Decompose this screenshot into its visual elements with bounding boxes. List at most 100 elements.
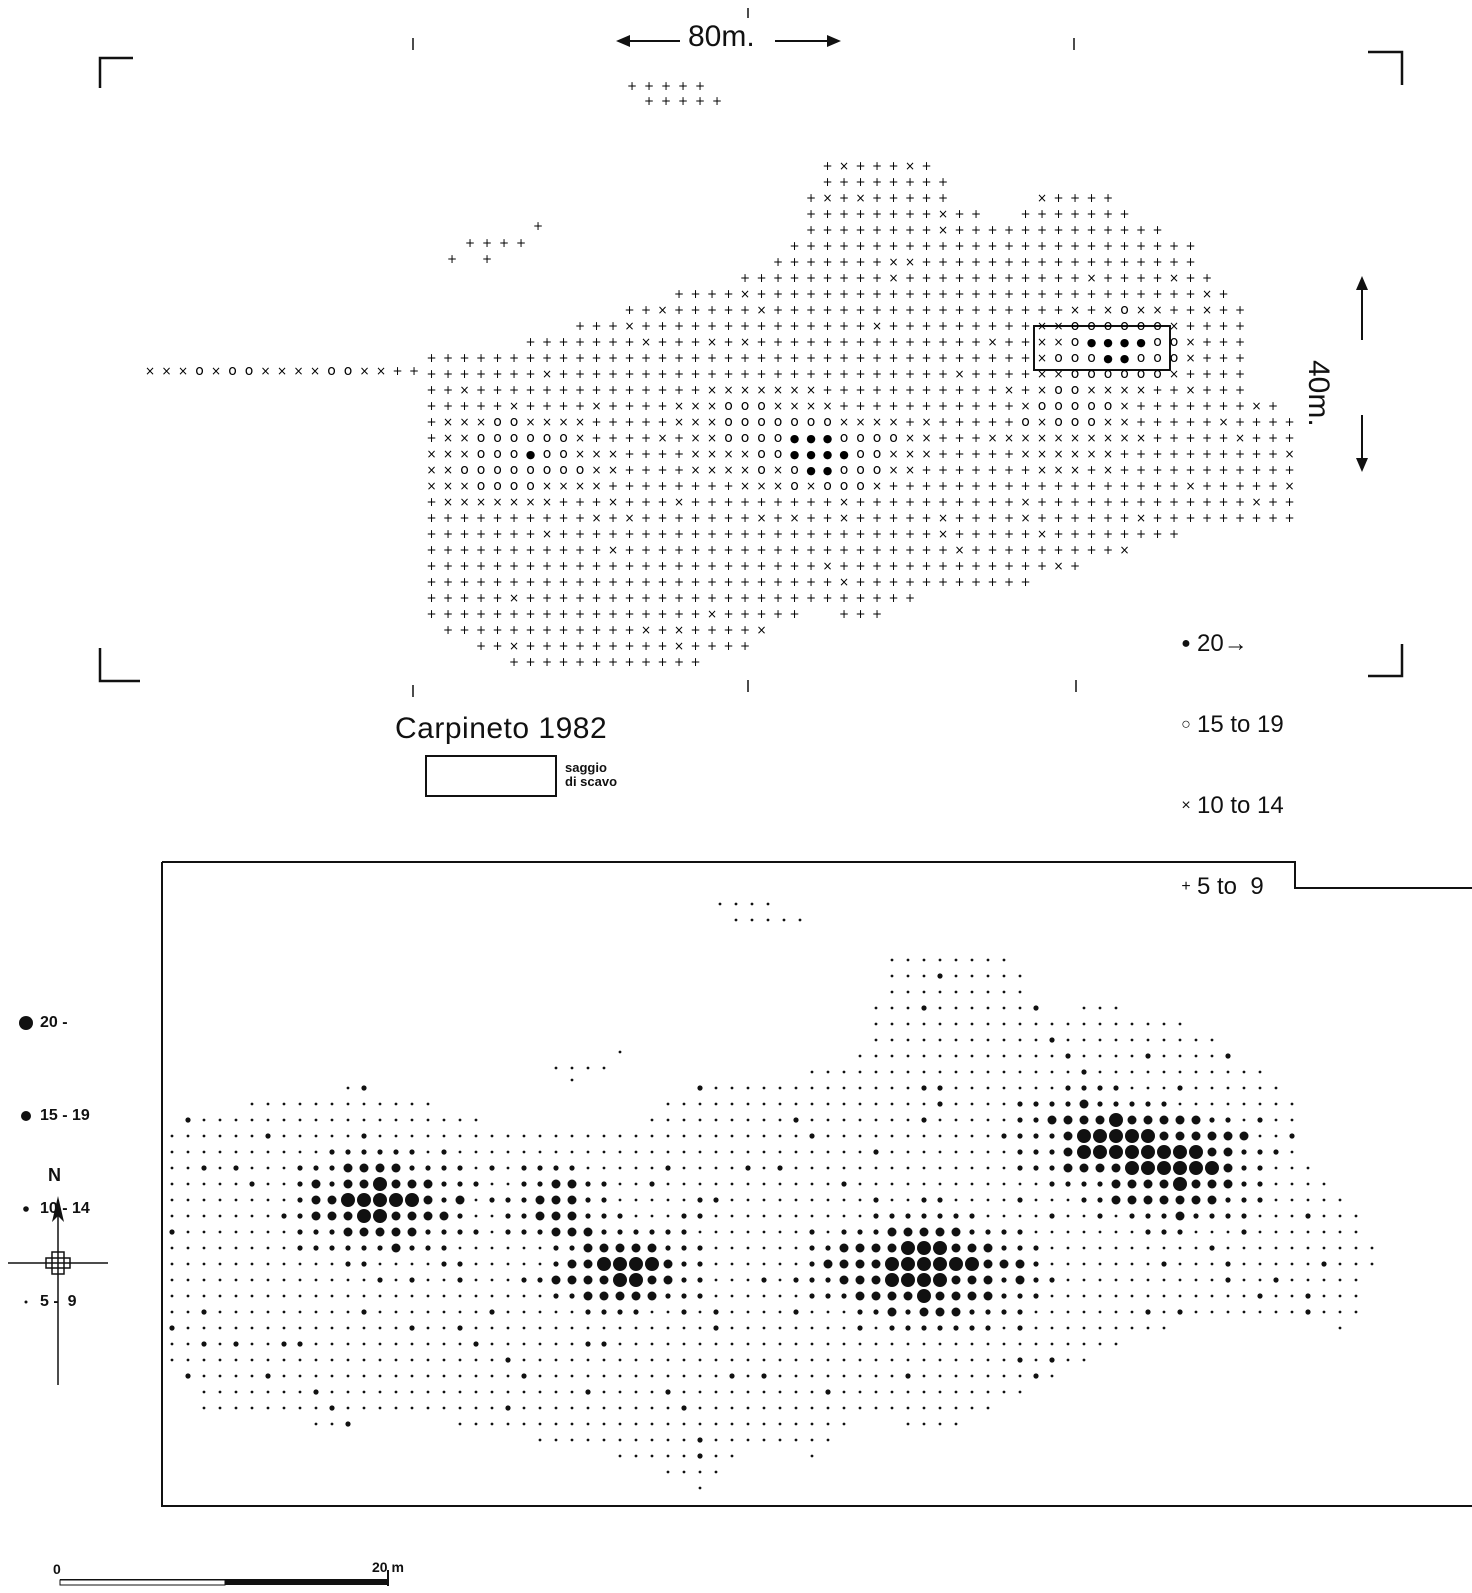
survey-dot [917, 1289, 931, 1303]
survey-mark: + [905, 575, 915, 589]
survey-mark: + [1070, 207, 1080, 221]
survey-mark: + [806, 303, 816, 317]
survey-dot [586, 1134, 590, 1138]
survey-mark: × [211, 364, 221, 378]
survey-dot [905, 1373, 911, 1379]
survey-dot [1258, 1310, 1262, 1314]
survey-mark: + [888, 591, 898, 605]
survey-dot [361, 1085, 367, 1091]
survey-mark: + [1103, 479, 1113, 493]
survey-dot [1226, 1294, 1230, 1298]
survey-mark: + [608, 655, 618, 669]
survey-dot [665, 1245, 671, 1251]
survey-dot [202, 1358, 206, 1362]
survey-dot [1239, 1131, 1249, 1141]
survey-dot [1162, 1022, 1166, 1026]
survey-mark: + [657, 623, 667, 637]
survey-dot [521, 1181, 527, 1187]
survey-dot [938, 1150, 942, 1154]
survey-dot [298, 1406, 302, 1410]
survey-mark: + [641, 447, 651, 461]
survey-dot [442, 1342, 446, 1346]
survey-dot [1189, 1145, 1203, 1159]
survey-mark: + [971, 319, 981, 333]
survey-dot [535, 1195, 545, 1205]
survey-dot [1002, 1118, 1006, 1122]
survey-dot [901, 1241, 915, 1255]
survey-mark: + [1218, 319, 1228, 333]
survey-mark: + [1218, 303, 1228, 317]
survey-dot [762, 1294, 766, 1298]
scale-bar-segment-black [225, 1580, 388, 1585]
survey-mark: + [872, 287, 882, 301]
survey-mark: ● [790, 448, 800, 461]
survey-mark: + [888, 191, 898, 205]
survey-dot [407, 1211, 417, 1221]
survey-mark: × [855, 191, 865, 205]
legend-label: 15 to 19 [1197, 711, 1284, 738]
survey-dot [1033, 1245, 1039, 1251]
survey-dot [986, 990, 990, 994]
survey-mark: + [1037, 239, 1047, 253]
survey-dot [1082, 1294, 1086, 1298]
survey-dot [314, 1342, 318, 1346]
survey-dot [282, 1294, 286, 1298]
survey-dot [346, 1278, 350, 1282]
survey-dot [1018, 1182, 1022, 1186]
survey-dot [826, 1438, 830, 1442]
survey-dot [634, 1166, 638, 1170]
survey-dot [933, 1273, 947, 1287]
survey-dot [762, 1166, 766, 1170]
survey-dot [842, 1422, 846, 1426]
plus-icon: + [1181, 878, 1191, 895]
survey-dot [1034, 1054, 1038, 1058]
survey-dot [281, 1213, 287, 1219]
survey-mark: + [492, 543, 502, 557]
survey-dot [170, 1214, 174, 1218]
survey-dot [1082, 1358, 1086, 1362]
survey-mark: + [657, 575, 667, 589]
survey-mark: + [773, 319, 783, 333]
survey-dot [985, 1229, 991, 1235]
survey-mark: × [740, 383, 750, 397]
survey-dot [585, 1309, 591, 1315]
survey-mark: + [1235, 303, 1245, 317]
survey-dot [938, 1390, 942, 1394]
survey-mark: + [987, 303, 997, 317]
survey-dot [1098, 1070, 1102, 1074]
survey-dot [954, 1374, 958, 1378]
survey-mark: + [492, 351, 502, 365]
survey-dot [1017, 1245, 1023, 1251]
survey-mark: + [657, 383, 667, 397]
survey-dot [489, 1197, 495, 1203]
survey-dot [346, 1406, 350, 1410]
survey-mark: + [1268, 495, 1278, 509]
survey-dot [1274, 1118, 1278, 1122]
survey-mark: + [1070, 511, 1080, 525]
survey-dot [297, 1341, 303, 1347]
survey-dot [346, 1358, 350, 1362]
survey-mark: + [921, 207, 931, 221]
survey-mark: o [559, 462, 568, 478]
survey-dot [762, 1134, 766, 1138]
survey-mark: × [905, 431, 915, 445]
survey-dot [746, 1086, 750, 1090]
survey-mark: o [840, 462, 849, 478]
survey-dot [826, 1342, 830, 1346]
survey-dot [1161, 1101, 1167, 1107]
survey-dot [234, 1294, 238, 1298]
dot-s-icon [12, 1294, 40, 1310]
survey-mark: o [1054, 398, 1063, 414]
survey-dot [1098, 1006, 1102, 1010]
survey-dot [233, 1165, 239, 1171]
survey-mark: + [888, 287, 898, 301]
survey-dot [1274, 1198, 1278, 1202]
survey-dot [441, 1181, 447, 1187]
legend-item: 5 - 9 [12, 1286, 90, 1317]
survey-dot [922, 1054, 926, 1058]
survey-mark: + [657, 495, 667, 509]
survey-mark: + [558, 527, 568, 541]
survey-mark: + [1218, 367, 1228, 381]
survey-dot [378, 1262, 382, 1266]
survey-dot [986, 1358, 990, 1362]
